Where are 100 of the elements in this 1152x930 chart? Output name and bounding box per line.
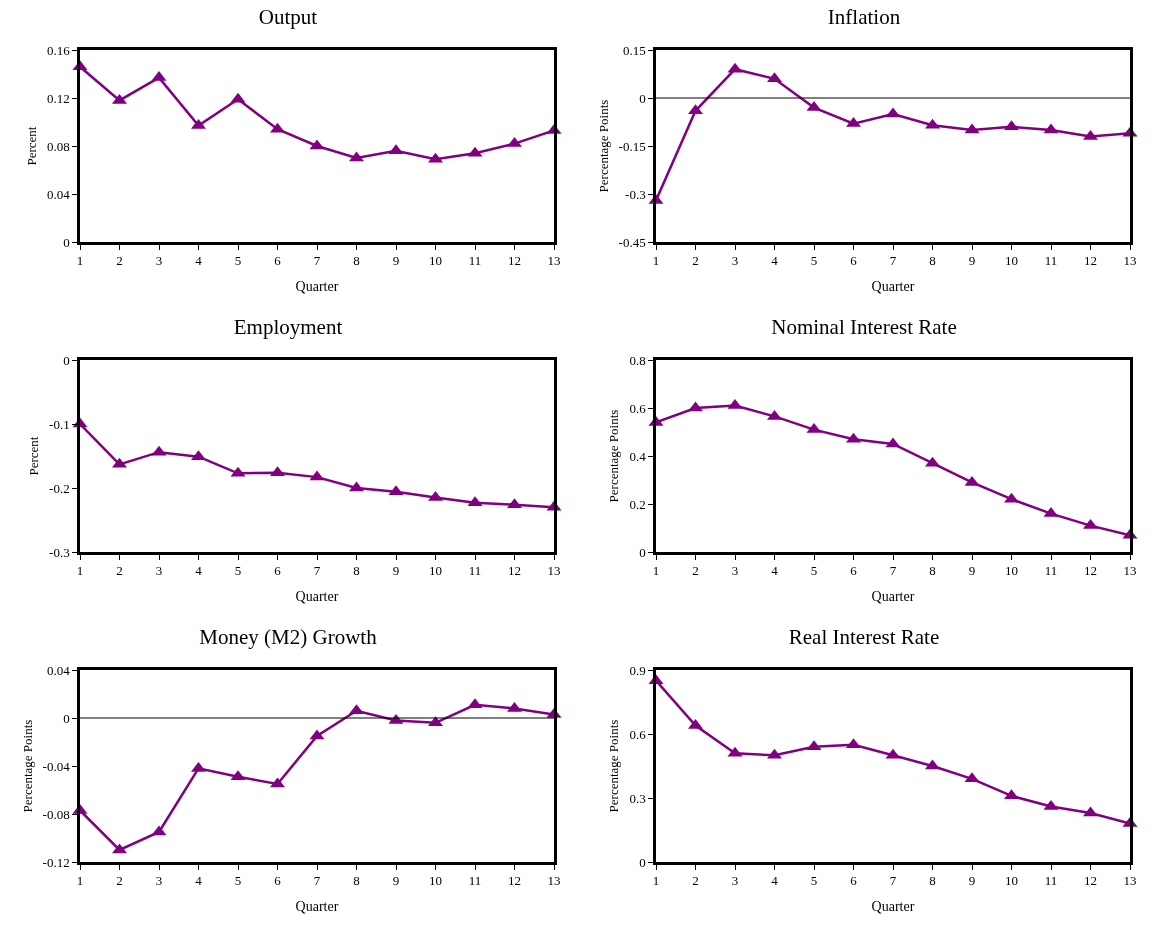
- x-tick-label: 8: [929, 253, 936, 269]
- y-axis-title: Percentage Points: [595, 99, 611, 193]
- x-tick-label: 5: [234, 873, 242, 889]
- x-tick-label: 5: [810, 873, 818, 889]
- x-tick-label: 8: [353, 253, 360, 269]
- chart-title: Real Interest Rate: [788, 625, 940, 649]
- x-tick-label: 2: [116, 563, 123, 579]
- x-tick-label: 11: [468, 563, 482, 579]
- x-tick-label: 10: [429, 873, 442, 889]
- y-tick-label: 0: [639, 90, 646, 106]
- chart-title: Money (M2) Growth: [199, 625, 378, 649]
- x-tick-label: 4: [771, 873, 779, 889]
- x-tick-label: 5: [234, 563, 242, 579]
- x-tick-label: 3: [731, 873, 739, 889]
- y-axis-title: Percentage Points: [606, 719, 622, 813]
- chart-title: Inflation: [827, 5, 901, 29]
- x-tick-label: 11: [468, 253, 482, 269]
- y-axis-title: Percentage Points: [19, 719, 35, 813]
- chart-title: Nominal Interest Rate: [771, 315, 957, 339]
- x-tick-label: 12: [1084, 873, 1097, 889]
- x-tick-label: 7: [313, 563, 321, 579]
- x-tick-label: 1: [76, 253, 84, 269]
- y-tick-label: 0.2: [629, 496, 646, 512]
- y-tick-label: 0.8: [629, 352, 646, 368]
- x-tick-label: 2: [692, 873, 699, 889]
- x-tick-label: 7: [313, 873, 321, 889]
- chart-title: Output: [258, 5, 318, 29]
- y-tick-label: -0.3: [49, 544, 70, 560]
- x-tick-label: 10: [1005, 873, 1018, 889]
- x-tick-label: 8: [353, 563, 360, 579]
- x-tick-label: 12: [508, 253, 521, 269]
- x-tick-label: 1: [652, 253, 660, 269]
- x-tick-label: 11: [1044, 253, 1058, 269]
- x-tick-label: 7: [313, 253, 321, 269]
- y-axis-title: Percent: [26, 436, 42, 476]
- x-tick-label: 5: [810, 253, 818, 269]
- x-tick-label: 3: [731, 563, 739, 579]
- x-tick-label: 4: [195, 253, 203, 269]
- y-tick-label: 0.08: [46, 138, 70, 154]
- x-tick-label: 2: [692, 253, 699, 269]
- x-tick-label: 4: [195, 873, 203, 889]
- x-tick-label: 2: [116, 873, 123, 889]
- x-tick-label: 9: [968, 563, 976, 579]
- x-tick-label: 9: [392, 873, 400, 889]
- y-tick-label: 0.04: [46, 662, 71, 678]
- y-tick-label: 0.3: [629, 790, 646, 806]
- x-tick-label: 9: [968, 253, 976, 269]
- x-tick-label: 9: [968, 873, 976, 889]
- y-tick-label: 0.4: [629, 448, 647, 464]
- x-tick-label: 3: [155, 253, 163, 269]
- x-axis-title: Quarter: [295, 588, 339, 604]
- x-tick-label: 12: [508, 563, 521, 579]
- x-tick-label: 3: [155, 873, 163, 889]
- x-tick-label: 1: [652, 563, 660, 579]
- x-axis-title: Quarter: [295, 898, 339, 914]
- x-tick-label: 8: [929, 873, 936, 889]
- y-tick-label: -0.08: [42, 806, 70, 822]
- y-tick-label: 0.15: [622, 42, 646, 58]
- y-tick-label: 0: [63, 234, 70, 250]
- x-tick-label: 8: [353, 873, 360, 889]
- x-tick-label: 13: [1123, 873, 1137, 889]
- y-axis-title: Percentage Points: [606, 409, 622, 503]
- x-tick-label: 6: [850, 873, 858, 889]
- x-axis-title: Quarter: [295, 278, 339, 294]
- x-tick-label: 8: [929, 563, 936, 579]
- x-tick-label: 9: [392, 253, 400, 269]
- y-tick-label: -0.45: [618, 234, 646, 250]
- x-tick-label: 11: [1044, 873, 1058, 889]
- x-tick-label: 10: [1005, 563, 1018, 579]
- x-tick-label: 2: [116, 253, 123, 269]
- x-tick-label: 10: [429, 563, 442, 579]
- x-tick-label: 7: [889, 563, 897, 579]
- x-tick-label: 1: [76, 873, 84, 889]
- x-tick-label: 5: [810, 563, 818, 579]
- y-tick-label: -0.1: [49, 416, 70, 432]
- x-tick-label: 2: [692, 563, 699, 579]
- x-tick-label: 10: [429, 253, 442, 269]
- y-tick-label: 0.12: [46, 90, 70, 106]
- x-tick-label: 3: [731, 253, 739, 269]
- x-tick-label: 4: [195, 563, 203, 579]
- y-tick-label: 0.9: [629, 662, 646, 678]
- y-tick-label: 0.6: [629, 400, 647, 416]
- x-tick-label: 4: [771, 563, 779, 579]
- y-tick-label: 0: [63, 352, 70, 368]
- x-tick-label: 5: [234, 253, 242, 269]
- y-tick-label: -0.04: [42, 758, 71, 774]
- x-tick-label: 7: [889, 253, 897, 269]
- x-tick-label: 12: [1084, 563, 1097, 579]
- y-tick-label: -0.2: [49, 480, 70, 496]
- x-tick-label: 6: [850, 253, 858, 269]
- x-axis-title: Quarter: [871, 278, 915, 294]
- x-tick-label: 11: [468, 873, 482, 889]
- x-tick-label: 6: [274, 873, 282, 889]
- x-tick-label: 13: [1123, 563, 1137, 579]
- x-axis-title: Quarter: [871, 588, 915, 604]
- chart-title: Employment: [233, 315, 343, 339]
- y-tick-label: 0: [639, 544, 646, 560]
- x-tick-label: 6: [274, 563, 282, 579]
- x-tick-label: 4: [771, 253, 779, 269]
- x-tick-label: 6: [850, 563, 858, 579]
